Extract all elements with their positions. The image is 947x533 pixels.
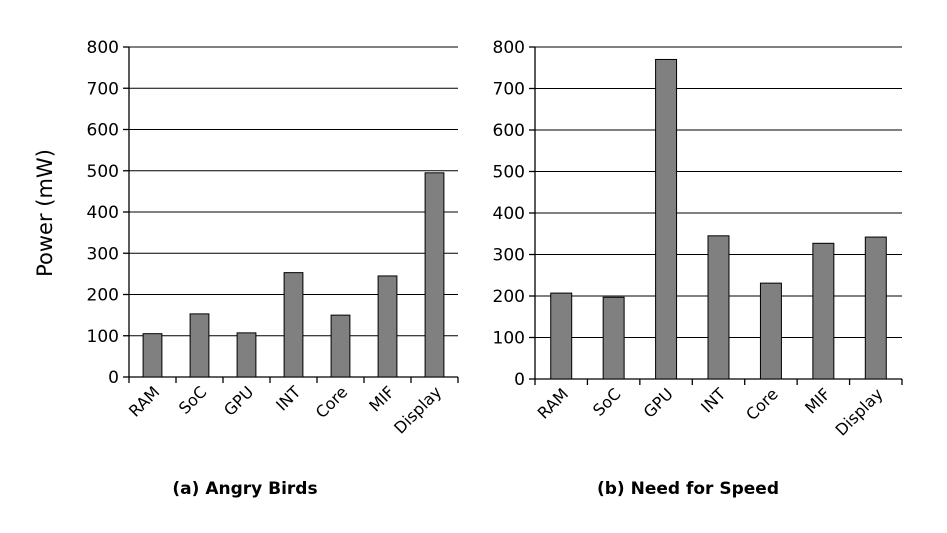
bar-gpu xyxy=(655,58,678,380)
bar-display xyxy=(424,172,445,378)
bar-core xyxy=(759,282,782,380)
category-label: SoC xyxy=(175,382,210,417)
y-tick-label: 800 xyxy=(493,38,525,58)
category-label: INT xyxy=(697,384,729,416)
y-tick-label: 700 xyxy=(493,80,525,100)
bar-mif xyxy=(377,275,398,378)
bar-int xyxy=(283,272,304,378)
category-label: Core xyxy=(742,384,782,424)
y-tick-label: 300 xyxy=(493,246,525,266)
chart-need-for-speed: 0 100 200 300 400 500 600 700 800 RAM SoC GPU INT Cor… xyxy=(493,38,903,499)
bar-soc xyxy=(189,313,210,378)
chart-angry-birds: 0 100 200 300 400 500 600 700 800 RAM SoC GPU INT Cor… xyxy=(87,38,459,499)
y-tick-label: 800 xyxy=(87,38,119,58)
bar-gpu xyxy=(236,332,257,378)
y-tick-label: 200 xyxy=(87,286,119,306)
y-axis-label: Power (mW) xyxy=(33,149,57,277)
chart-caption: (a) Angry Birds xyxy=(172,479,317,499)
y-tick-label: 0 xyxy=(514,370,525,390)
y-tick-label: 300 xyxy=(87,244,119,264)
bar-ram xyxy=(142,333,163,378)
y-tick-label: 600 xyxy=(87,121,119,141)
bar-ram xyxy=(550,292,573,380)
category-label: SoC xyxy=(589,384,624,419)
category-label: MIF xyxy=(365,382,398,415)
chart-caption: (b) Need for Speed xyxy=(597,479,779,499)
category-label: Core xyxy=(312,382,352,422)
category-label: Display xyxy=(390,382,445,437)
y-tick-label: 500 xyxy=(87,162,119,182)
category-label: RAM xyxy=(534,384,572,422)
y-tick-label: 100 xyxy=(493,329,525,349)
bar-mif xyxy=(812,242,835,380)
category-label: INT xyxy=(272,382,304,414)
y-tick-label: 600 xyxy=(493,121,525,141)
y-tick-label: 200 xyxy=(493,287,525,307)
y-tick-label: 0 xyxy=(108,368,119,388)
category-label: GPU xyxy=(220,382,257,419)
y-tick-label: 500 xyxy=(493,163,525,183)
bar-display xyxy=(864,236,887,380)
category-label: RAM xyxy=(125,382,163,420)
bar-core xyxy=(330,314,351,378)
y-tick-label: 400 xyxy=(87,203,119,223)
category-label: GPU xyxy=(640,384,677,421)
bar-soc xyxy=(602,296,625,380)
y-tick-label: 100 xyxy=(87,327,119,347)
category-label: MIF xyxy=(801,384,834,417)
category-label: Display xyxy=(831,384,886,439)
y-tick-label: 400 xyxy=(493,204,525,224)
y-tick-label: 700 xyxy=(87,79,119,99)
bar-int xyxy=(707,235,730,380)
